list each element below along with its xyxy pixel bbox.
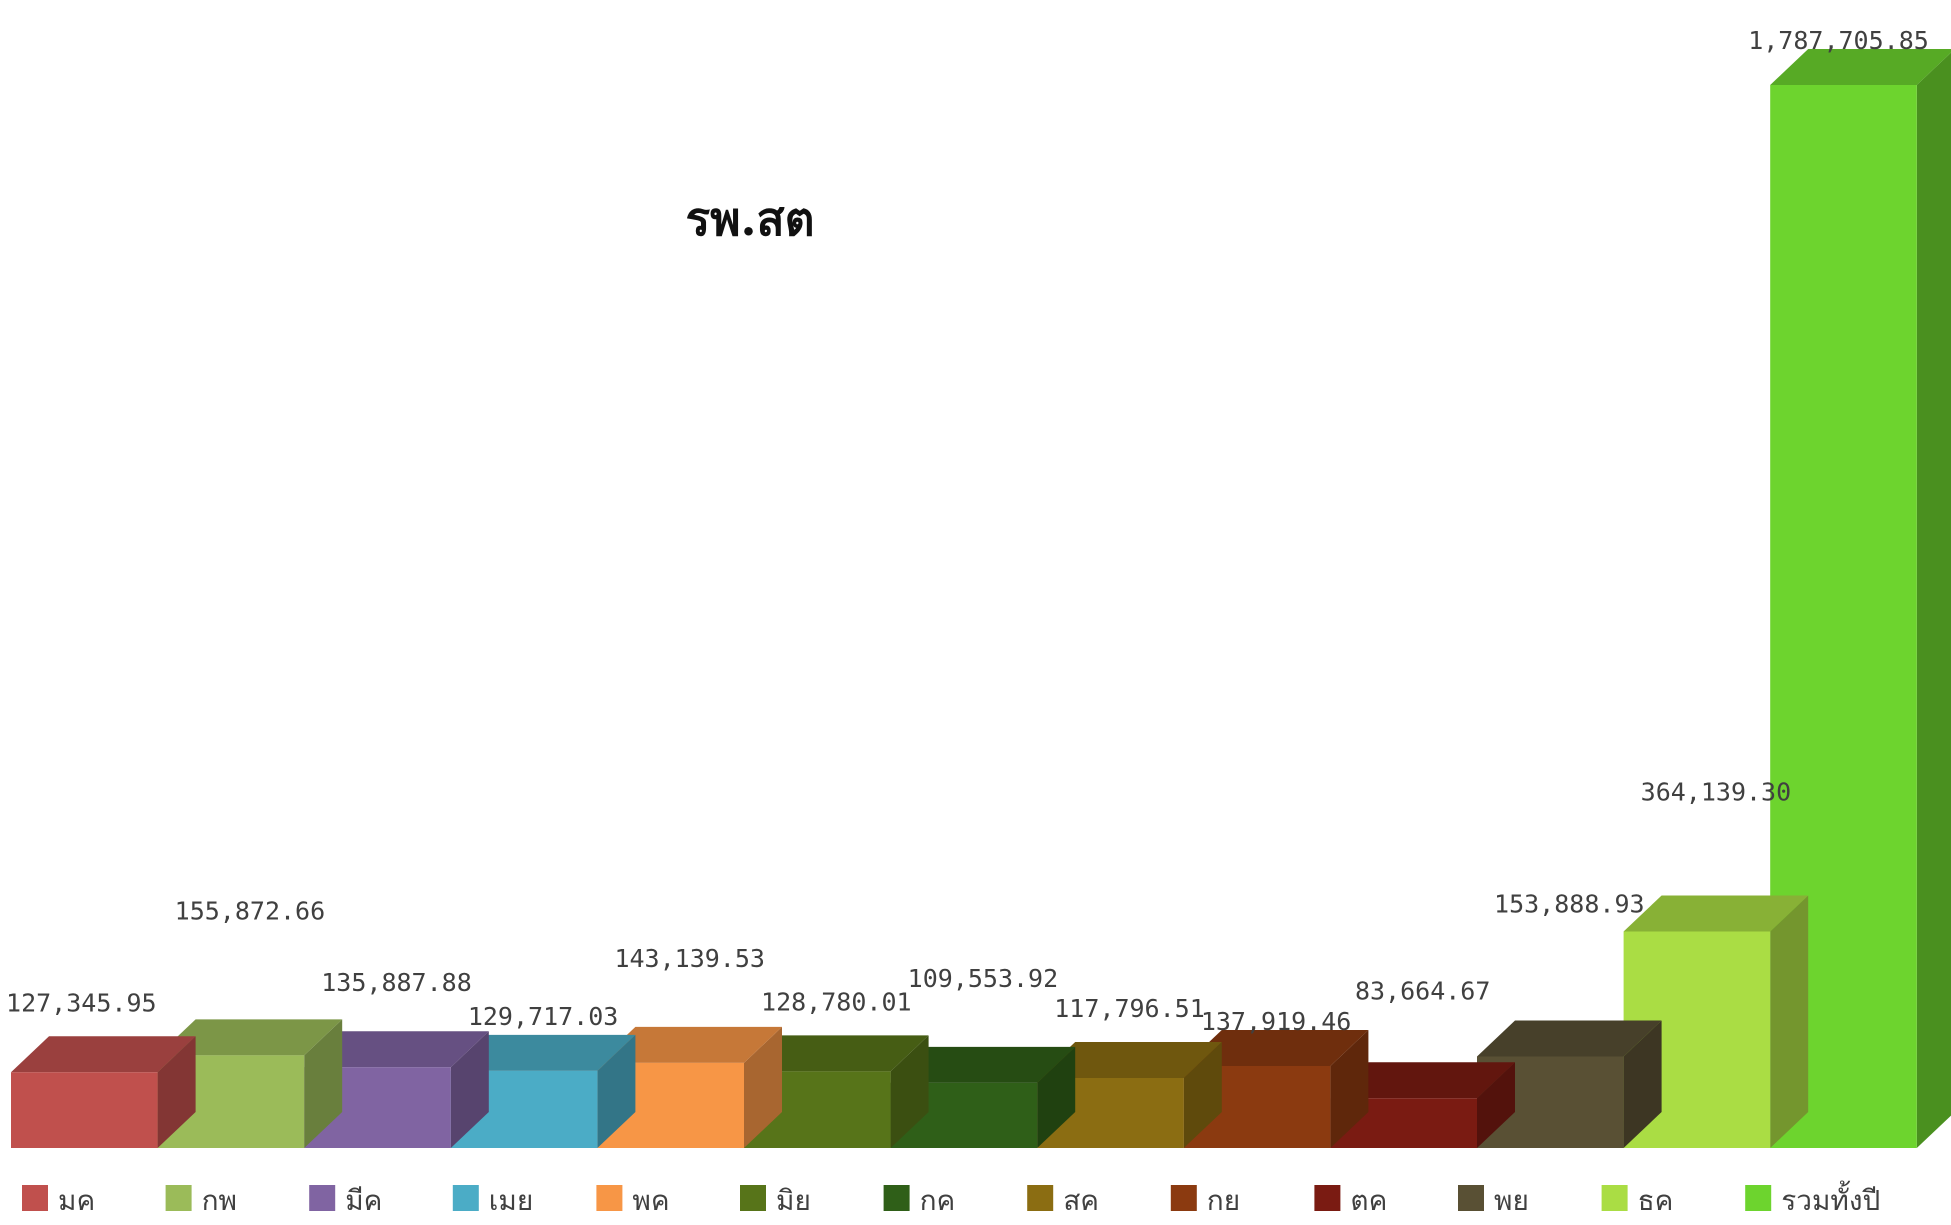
data-label: 155,872.66	[175, 896, 326, 925]
bar-top	[890, 1046, 1076, 1083]
bar-top	[1330, 1062, 1515, 1099]
data-label: 1,787,705.85	[1748, 26, 1929, 55]
legend-swatch	[1601, 1185, 1628, 1211]
bar-top	[1770, 49, 1951, 85]
legend-label: กพ	[202, 1184, 237, 1217]
data-label: 153,888.93	[1494, 889, 1645, 918]
legend-swatch	[1458, 1185, 1484, 1211]
data-label: 83,664.67	[1355, 976, 1490, 1005]
bar-top	[597, 1026, 782, 1063]
data-label: 127,345.95	[6, 988, 157, 1017]
legend-label: มค	[58, 1184, 95, 1217]
legend-swatch	[309, 1185, 336, 1211]
legend-label: กค	[920, 1184, 956, 1217]
legend-label: พค	[632, 1184, 669, 1217]
data-label: 129,717.03	[468, 1002, 619, 1031]
legend-swatch	[596, 1185, 623, 1211]
bar-side	[1916, 52, 1951, 1148]
bar-side	[157, 1036, 196, 1148]
data-label: 137,919.46	[1201, 1007, 1352, 1036]
bar-top	[304, 1031, 489, 1068]
legend-label: มีค	[345, 1184, 382, 1217]
data-labels: 127,345.95 155,872.66 135,887.88 129,717.03…	[6, 26, 1929, 1036]
legend-swatch	[22, 1185, 48, 1211]
legend-label: เมย	[489, 1184, 533, 1217]
legend-label: ธค	[1638, 1184, 1674, 1217]
bar-top	[744, 1035, 929, 1072]
bar-top	[450, 1034, 636, 1071]
legend-label: สค	[1063, 1184, 1099, 1217]
bar-top	[157, 1019, 343, 1056]
bar-top	[1183, 1029, 1369, 1066]
legend-label: กย	[1207, 1184, 1240, 1217]
legend-swatch	[165, 1185, 192, 1211]
bar-side	[890, 1035, 929, 1148]
bar	[11, 1072, 158, 1148]
chart-title: รพ.สต	[686, 192, 815, 246]
bar-side	[1330, 1029, 1369, 1148]
legend: มค กพ มีค เมย พค มิย กค สค กย ตค พย ธค รวมทั้งปี	[22, 1180, 1880, 1217]
bars	[11, 49, 1951, 1148]
bar-side	[450, 1031, 489, 1148]
bar-side	[744, 1026, 782, 1148]
bar-side	[304, 1019, 343, 1148]
legend-label: ตค	[1350, 1184, 1387, 1217]
bar	[1770, 85, 1917, 1148]
bar-side	[597, 1034, 636, 1148]
data-label: 109,553.92	[908, 964, 1059, 993]
bar-side	[1623, 1020, 1662, 1148]
legend-label: มิย	[776, 1184, 811, 1217]
legend-swatch	[1745, 1185, 1772, 1211]
data-label: 128,780.01	[761, 987, 912, 1016]
legend-label: พย	[1494, 1184, 1529, 1217]
legend-swatch	[883, 1185, 910, 1211]
bar-top	[11, 1036, 196, 1073]
bar-top	[1623, 895, 1809, 932]
bar-side	[1037, 1046, 1076, 1148]
legend-swatch	[1314, 1185, 1341, 1211]
bar-side	[1770, 895, 1809, 1148]
legend-swatch	[1027, 1185, 1054, 1211]
data-label: 117,796.51	[1054, 994, 1205, 1023]
legend-swatch	[452, 1185, 479, 1211]
bar-top	[1477, 1020, 1662, 1057]
data-label: 135,887.88	[321, 968, 472, 997]
legend-label: รวมทั้งปี	[1781, 1180, 1880, 1217]
legend-swatch	[1170, 1185, 1197, 1211]
data-label: 143,139.53	[614, 944, 765, 973]
bar-side	[1183, 1041, 1222, 1148]
bar-top	[1037, 1041, 1222, 1078]
data-label: 364,139.30	[1641, 777, 1792, 806]
legend-swatch	[740, 1185, 766, 1211]
bar-side	[1477, 1062, 1515, 1148]
